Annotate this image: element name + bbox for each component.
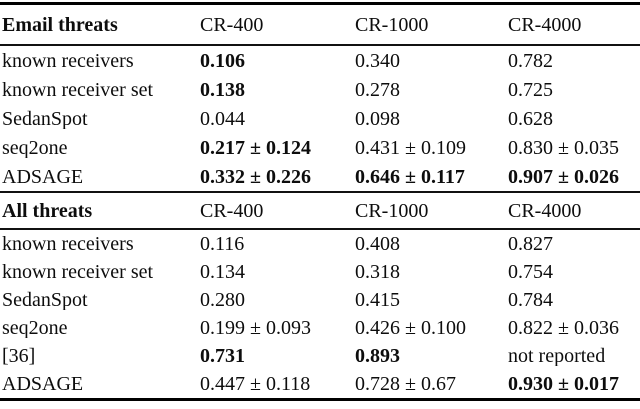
cell-value: 0.447 ± 0.118 bbox=[200, 374, 311, 394]
column-header-cr-400: CR-400 bbox=[200, 14, 264, 35]
table-row: [36] 0.731 0.893 not reported bbox=[0, 342, 640, 370]
cell-value: 0.426 ± 0.100 bbox=[355, 318, 466, 338]
column-header-cr-1000: CR-1000 bbox=[355, 14, 429, 35]
row-label: seq2one bbox=[2, 318, 68, 338]
cell-value: 0.134 bbox=[200, 262, 245, 282]
row-label: known receiver set bbox=[2, 262, 154, 282]
column-header-cr-4000: CR-4000 bbox=[508, 200, 582, 221]
cell-value: 0.646 ± 0.117 bbox=[355, 166, 465, 187]
row-label: [36] bbox=[2, 346, 36, 366]
table-row: seq2one 0.199 ± 0.093 0.426 ± 0.100 0.82… bbox=[0, 314, 640, 342]
row-label: known receiver set bbox=[2, 79, 154, 100]
cell-value: 0.280 bbox=[200, 290, 245, 310]
row-label: ADSAGE bbox=[2, 166, 84, 187]
table-row: known receivers 0.106 0.340 0.782 bbox=[0, 46, 640, 75]
row-label: ADSAGE bbox=[2, 374, 84, 394]
cell-value: 0.116 bbox=[200, 234, 245, 254]
cell-value: 0.318 bbox=[355, 262, 400, 282]
cell-value: 0.731 bbox=[200, 346, 245, 366]
cell-value: 0.930 ± 0.017 bbox=[508, 374, 619, 394]
cell-value: 0.822 ± 0.036 bbox=[508, 318, 619, 338]
cell-value: 0.782 bbox=[508, 50, 553, 71]
cell-value: 0.106 bbox=[200, 50, 245, 71]
table-row: ADSAGE 0.332 ± 0.226 0.646 ± 0.117 0.907… bbox=[0, 162, 640, 191]
table-rule-bottom bbox=[0, 398, 640, 401]
row-label: SedanSpot bbox=[2, 290, 88, 310]
section-header-email-threats: Email threats CR-400 CR-1000 CR-4000 bbox=[0, 5, 640, 44]
cell-value: 0.415 bbox=[355, 290, 400, 310]
section-title: All threats bbox=[2, 200, 93, 221]
section-header-all-threats: All threats CR-400 CR-1000 CR-4000 bbox=[0, 193, 640, 228]
row-label: known receivers bbox=[2, 234, 134, 254]
cell-value: 0.431 ± 0.109 bbox=[355, 137, 466, 158]
table-row: known receiver set 0.134 0.318 0.754 bbox=[0, 258, 640, 286]
table-row: known receiver set 0.138 0.278 0.725 bbox=[0, 75, 640, 104]
cell-value: 0.408 bbox=[355, 234, 400, 254]
row-label: SedanSpot bbox=[2, 108, 88, 129]
column-header-cr-400: CR-400 bbox=[200, 200, 264, 221]
cell-value: 0.827 bbox=[508, 234, 553, 254]
cell-value: 0.340 bbox=[355, 50, 400, 71]
cell-value: 0.893 bbox=[355, 346, 400, 366]
cell-value: not reported bbox=[508, 346, 606, 366]
cell-value: 0.725 bbox=[508, 79, 553, 100]
table-rule-section-divider bbox=[0, 191, 640, 193]
table-row: ADSAGE 0.447 ± 0.118 0.728 ± 0.67 0.930 … bbox=[0, 370, 640, 398]
cell-value: 0.754 bbox=[508, 262, 553, 282]
column-header-cr-4000: CR-4000 bbox=[508, 14, 582, 35]
table-rule-top bbox=[0, 2, 640, 5]
table-rule-header-2 bbox=[0, 228, 640, 230]
table-row: seq2one 0.217 ± 0.124 0.431 ± 0.109 0.83… bbox=[0, 133, 640, 162]
table-rule-header-1 bbox=[0, 44, 640, 46]
cell-value: 0.628 bbox=[508, 108, 553, 129]
cell-value: 0.199 ± 0.093 bbox=[200, 318, 311, 338]
cell-value: 0.907 ± 0.026 bbox=[508, 166, 619, 187]
cell-value: 0.098 bbox=[355, 108, 400, 129]
table-row: SedanSpot 0.280 0.415 0.784 bbox=[0, 286, 640, 314]
row-label: seq2one bbox=[2, 137, 68, 158]
row-label: known receivers bbox=[2, 50, 134, 71]
cell-value: 0.138 bbox=[200, 79, 245, 100]
table-row: SedanSpot 0.044 0.098 0.628 bbox=[0, 104, 640, 133]
column-header-cr-1000: CR-1000 bbox=[355, 200, 429, 221]
section-title: Email threats bbox=[2, 14, 118, 35]
cell-value: 0.728 ± 0.67 bbox=[355, 374, 456, 394]
cell-value: 0.217 ± 0.124 bbox=[200, 137, 311, 158]
cell-value: 0.830 ± 0.035 bbox=[508, 137, 619, 158]
cell-value: 0.332 ± 0.226 bbox=[200, 166, 311, 187]
cell-value: 0.044 bbox=[200, 108, 245, 129]
cell-value: 0.784 bbox=[508, 290, 553, 310]
table-row: known receivers 0.116 0.408 0.827 bbox=[0, 230, 640, 258]
cell-value: 0.278 bbox=[355, 79, 400, 100]
